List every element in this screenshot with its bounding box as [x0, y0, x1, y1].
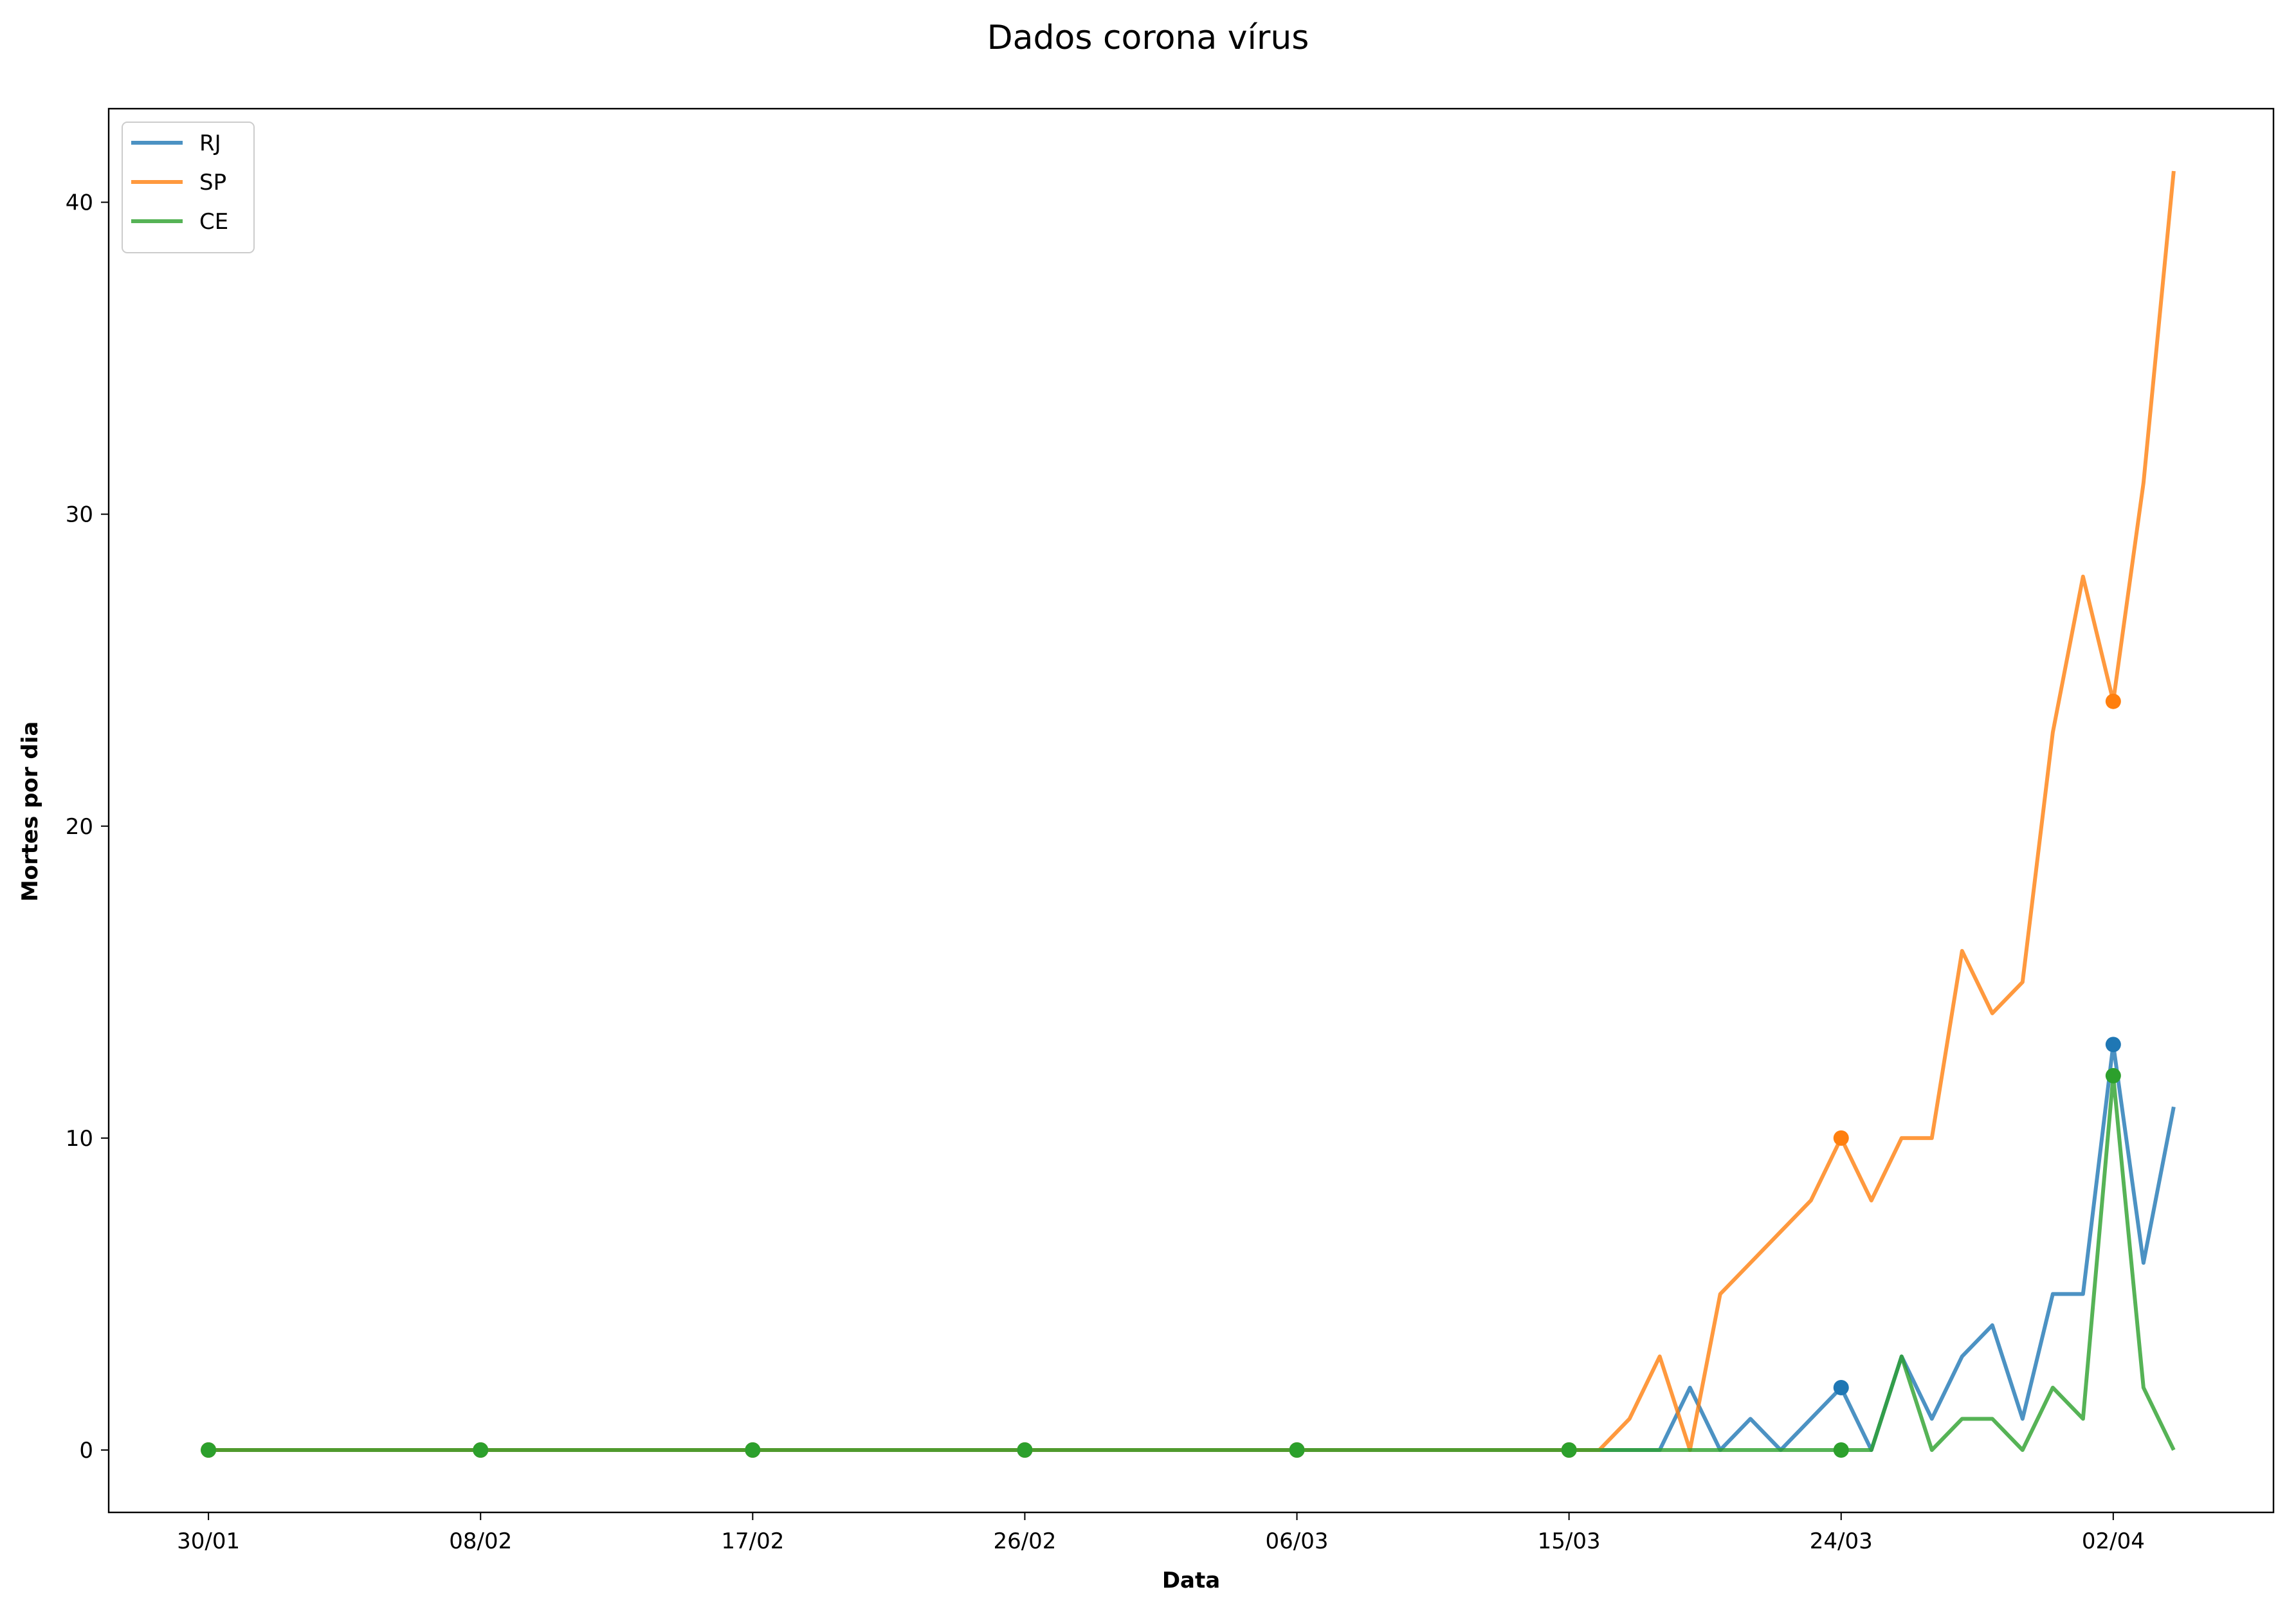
x-tick-label: 30/01: [177, 1528, 240, 1554]
legend-label-rj: RJ: [199, 131, 221, 156]
data-point-ce: [473, 1442, 489, 1458]
y-tick-label: 40: [66, 190, 93, 216]
y-tick-label: 30: [66, 502, 93, 528]
data-point-ce: [201, 1442, 217, 1458]
y-tick-label: 20: [66, 814, 93, 840]
plot-frame: [107, 107, 2275, 1514]
data-point-sp: [1833, 1130, 1849, 1146]
x-tick-label: 02/04: [2082, 1528, 2145, 1554]
x-axis-label: Data: [1162, 1568, 1220, 1593]
x-axis: 30/01 08/02 17/02 26/02 06/03 15/03 24/03 02/04: [177, 1512, 2145, 1554]
series-line-rj: [208, 1042, 2176, 1452]
x-tick-label: 15/03: [1538, 1528, 1601, 1554]
x-tick-label: 17/02: [721, 1528, 784, 1554]
legend: RJ SP CE: [122, 122, 255, 253]
data-point-ce: [1561, 1442, 1577, 1458]
x-tick-label: 26/02: [993, 1528, 1056, 1554]
x-tick-label: 08/02: [449, 1528, 512, 1554]
y-axis: 0 10 20 30 40: [66, 190, 109, 1464]
y-tick-label: 10: [66, 1126, 93, 1152]
y-tick-label: 0: [79, 1438, 93, 1464]
data-point-sp: [2105, 693, 2121, 709]
series-line-sp: [208, 170, 2176, 1452]
x-tick-label: 06/03: [1266, 1528, 1329, 1554]
y-axis-label: Mortes por dia: [17, 721, 43, 902]
data-point-ce: [2105, 1067, 2121, 1084]
data-point-rj: [2105, 1037, 2121, 1053]
data-point-ce: [745, 1442, 761, 1458]
data-point-rj: [1833, 1379, 1849, 1395]
data-point-ce: [1833, 1442, 1849, 1458]
data-point-ce: [1289, 1442, 1305, 1458]
plot-area: [201, 170, 2176, 1458]
chart-title: Dados corona vírus: [987, 19, 1309, 57]
x-tick-label: 24/03: [1810, 1528, 1873, 1554]
data-point-ce: [1017, 1442, 1033, 1458]
legend-label-sp: SP: [199, 170, 226, 195]
legend-label-ce: CE: [199, 209, 228, 235]
series-line-ce: [208, 1073, 2176, 1452]
